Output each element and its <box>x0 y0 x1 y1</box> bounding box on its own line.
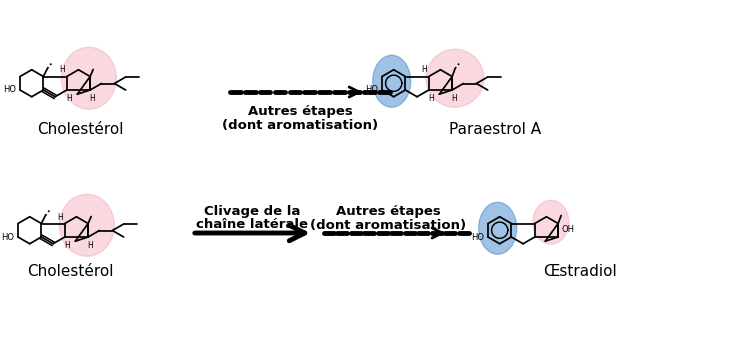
Ellipse shape <box>62 47 116 109</box>
Text: (dont aromatisation): (dont aromatisation) <box>310 219 466 232</box>
Text: chaîne latérale: chaîne latérale <box>196 219 308 232</box>
Text: H: H <box>87 241 93 250</box>
Text: Cholestérol: Cholestérol <box>37 122 123 137</box>
Text: HO: HO <box>471 233 484 241</box>
Text: H: H <box>452 94 457 103</box>
Text: H: H <box>59 66 64 74</box>
Text: H: H <box>421 66 427 74</box>
Text: HO: HO <box>365 85 378 95</box>
Text: Cholestérol: Cholestérol <box>27 265 113 279</box>
Text: H: H <box>64 241 70 250</box>
Text: H: H <box>57 212 63 221</box>
Text: Clivage de la: Clivage de la <box>204 205 300 219</box>
Ellipse shape <box>373 55 411 107</box>
Ellipse shape <box>532 200 568 244</box>
Ellipse shape <box>59 194 114 256</box>
Text: (dont aromatisation): (dont aromatisation) <box>222 119 378 132</box>
Text: Œstradiol: Œstradiol <box>543 265 616 279</box>
Ellipse shape <box>478 202 517 254</box>
Text: Paraestrol A: Paraestrol A <box>449 122 541 137</box>
Text: H: H <box>66 94 72 103</box>
Text: HO: HO <box>3 85 16 95</box>
Ellipse shape <box>426 49 484 107</box>
Text: OH: OH <box>561 225 574 234</box>
Text: HO: HO <box>1 233 14 241</box>
Text: Autres étapes: Autres étapes <box>336 205 440 219</box>
Text: Autres étapes: Autres étapes <box>248 105 352 119</box>
Text: H: H <box>89 94 95 103</box>
Text: H: H <box>428 94 433 103</box>
